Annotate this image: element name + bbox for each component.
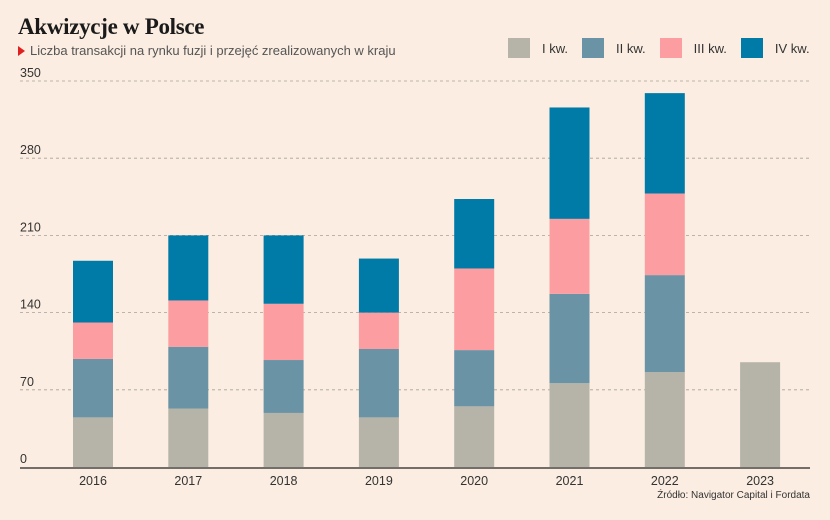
x-tick-label: 2020: [460, 474, 488, 488]
bar-segment: [263, 360, 304, 413]
bar-segment: [358, 348, 399, 418]
y-tick-label: 350: [20, 66, 41, 80]
bar-segment: [454, 350, 495, 407]
bar-segment: [263, 412, 304, 467]
y-tick-label: 280: [20, 143, 41, 157]
x-tick-label: 2017: [174, 474, 202, 488]
legend-label: III kw.: [693, 40, 727, 56]
legend-swatch: [659, 38, 682, 58]
legend-swatch: [582, 38, 605, 58]
legend-item: II kw.: [582, 38, 646, 58]
bar-segment: [263, 235, 304, 304]
x-tick-label: 2022: [651, 474, 679, 488]
chart-title: Akwizycje w Polsce: [18, 14, 205, 39]
bar-segment: [73, 358, 113, 418]
y-tick-label: 140: [20, 298, 41, 312]
x-tick-label: 2021: [556, 474, 584, 488]
bar-segment: [454, 268, 495, 351]
bar-segment: [73, 260, 113, 323]
bar-segment: [73, 322, 113, 359]
bar-segment: [358, 258, 399, 313]
chart-subtitle: Liczba transakcji na rynku fuzji i przej…: [18, 43, 396, 58]
bar-segment: [740, 362, 781, 467]
x-tick-label: 2016: [79, 474, 107, 488]
y-tick-label: 210: [20, 220, 41, 234]
x-tick-label: 2018: [270, 474, 298, 488]
bar-segment: [168, 408, 209, 467]
chart-legend: I kw. II kw. III kw. IV kw.: [508, 38, 810, 58]
y-tick-label: 0: [20, 452, 27, 466]
x-tick-label: 2023: [746, 474, 774, 488]
legend-swatch: [740, 38, 763, 58]
legend-swatch: [508, 38, 530, 58]
bar-segment: [168, 235, 209, 301]
source-note: Źródło: Navigator Capital i Fordata: [657, 490, 810, 501]
bar-segment: [454, 199, 495, 269]
bar-segment: [73, 417, 113, 467]
bar-segment: [644, 275, 685, 373]
bar-segment: [549, 107, 590, 219]
legend-item: III kw.: [659, 38, 727, 58]
bar-segment: [168, 346, 209, 409]
bar-segment: [454, 406, 495, 467]
bar-segment: [644, 93, 685, 194]
bar-segment: [358, 312, 399, 349]
legend-label: I kw.: [542, 40, 569, 56]
x-tick-label: 2019: [365, 474, 393, 488]
bar-segment: [644, 372, 685, 467]
bar-segment: [644, 193, 685, 276]
bar-segment: [549, 293, 590, 384]
bar-segment: [358, 417, 399, 467]
triangle-bullet-icon: [18, 45, 25, 56]
chart-subtitle-text: Liczba transakcji na rynku fuzji i przej…: [30, 43, 396, 58]
bar-segment: [549, 383, 590, 467]
y-tick-label: 70: [20, 375, 34, 389]
legend-label: II kw.: [616, 40, 646, 56]
legend-item: I kw.: [508, 38, 568, 58]
bar-segment: [168, 300, 209, 347]
bar-segment: [263, 303, 304, 361]
legend-label: IV kw.: [774, 40, 810, 56]
bar-segment: [549, 218, 590, 294]
legend-item: IV kw.: [740, 38, 810, 58]
